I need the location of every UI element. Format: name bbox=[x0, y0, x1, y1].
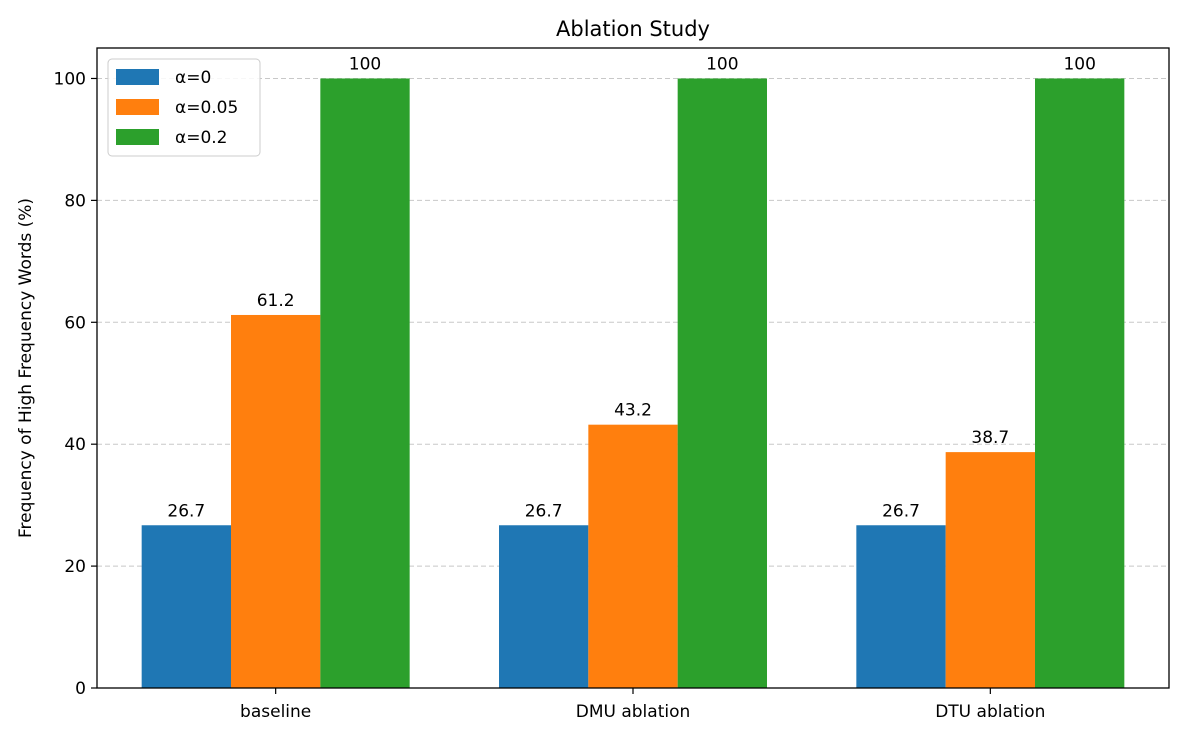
data-label-dmu-ablation-series-3: 100 bbox=[706, 54, 738, 74]
data-label-baseline-series-1: 26.7 bbox=[167, 501, 205, 521]
bar-dmu-ablation-series-2 bbox=[588, 424, 678, 688]
x-tick-label-dtu-ablation: DTU ablation bbox=[935, 702, 1045, 722]
x-tick-label-dmu-ablation: DMU ablation bbox=[576, 702, 691, 722]
data-labels: 26.7 61.2 100 26.7 43.2 100 26.7 38.7 100 bbox=[167, 54, 1095, 521]
y-tick-label-20: 20 bbox=[64, 557, 86, 577]
data-label-baseline-series-3: 100 bbox=[349, 54, 381, 74]
y-axis-label: Frequency of High Frequency Words (%) bbox=[16, 198, 36, 538]
x-tick-label-baseline: baseline bbox=[240, 702, 311, 722]
y-tick-label-40: 40 bbox=[64, 435, 86, 455]
legend-label-series-2: α=0.05 bbox=[175, 98, 238, 118]
data-label-dmu-ablation-series-1: 26.7 bbox=[525, 501, 563, 521]
bar-baseline-series-3 bbox=[320, 78, 410, 688]
bar-dmu-ablation-series-3 bbox=[677, 78, 767, 688]
legend-label-series-1: α=0 bbox=[175, 68, 211, 88]
legend: α=0 α=0.05 α=0.2 bbox=[107, 58, 261, 157]
data-label-baseline-series-2: 61.2 bbox=[257, 291, 295, 311]
y-tick-label-0: 0 bbox=[75, 679, 86, 699]
chart-title: Ablation Study bbox=[556, 17, 710, 41]
bar-baseline-series-2 bbox=[231, 314, 321, 688]
legend-label-series-3: α=0.2 bbox=[175, 128, 228, 148]
data-label-dmu-ablation-series-2: 43.2 bbox=[614, 401, 652, 421]
y-tick-label-100: 100 bbox=[54, 69, 86, 89]
bars bbox=[141, 78, 1125, 688]
bar-dtu-ablation-series-2 bbox=[945, 452, 1035, 688]
bar-baseline-series-1 bbox=[141, 525, 231, 688]
data-label-dtu-ablation-series-2: 38.7 bbox=[971, 428, 1009, 448]
legend-swatch-series-2 bbox=[116, 99, 159, 115]
data-label-dtu-ablation-series-1: 26.7 bbox=[882, 501, 920, 521]
legend-swatch-series-3 bbox=[116, 129, 159, 145]
data-label-dtu-ablation-series-3: 100 bbox=[1063, 54, 1095, 74]
bar-dtu-ablation-series-1 bbox=[856, 525, 946, 688]
y-tick-label-80: 80 bbox=[64, 191, 86, 211]
bar-dmu-ablation-series-1 bbox=[499, 525, 589, 688]
y-tick-label-60: 60 bbox=[64, 313, 86, 333]
y-axis: 0 20 40 60 80 100 bbox=[54, 69, 97, 699]
x-axis: baseline DMU ablation DTU ablation bbox=[240, 688, 1045, 722]
bar-dtu-ablation-series-3 bbox=[1035, 78, 1125, 688]
legend-swatch-series-1 bbox=[116, 69, 159, 85]
